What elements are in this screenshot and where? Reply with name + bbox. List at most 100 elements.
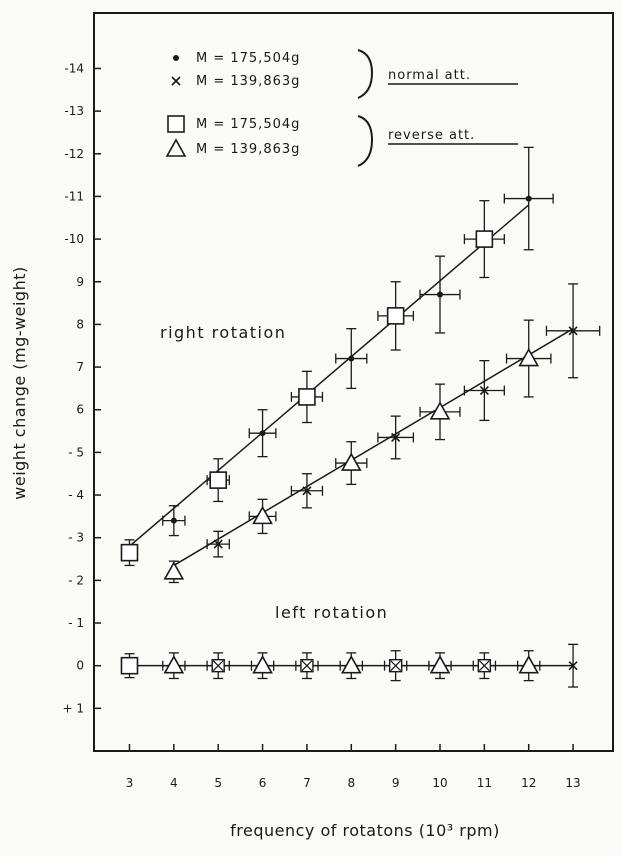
y-tick-label: -11: [64, 189, 84, 203]
marker-square: [120, 656, 139, 675]
marker-triangle: [518, 655, 540, 674]
marker-triangle-shape: [340, 452, 362, 471]
x-tick-label: 5: [214, 776, 222, 790]
marker-dot-shape: [170, 517, 177, 524]
y-tick-label: + 1: [62, 701, 84, 715]
fit-lines: [128, 204, 574, 667]
marker-square-shape: [120, 656, 139, 675]
marker-triangle: [340, 452, 362, 471]
marker-square: [475, 230, 494, 248]
x-axis-label: frequency of rotatons (10³ rpm): [230, 821, 500, 840]
y-tick-label: 0: [76, 659, 84, 673]
marker-dot: [437, 291, 443, 298]
marker-triangle-shape: [252, 505, 273, 525]
marker-square-x: [388, 658, 403, 673]
legend-entry-label: M = 175,504g: [196, 117, 300, 132]
marker-triangle: [252, 505, 273, 525]
marker-cross-shape: [568, 326, 578, 336]
y-axis-ticks: + 1 0 - 1 - 2 - 3 - 4 - 5 6 7 8 9 -10 -11 -12 -13 -14: [62, 61, 101, 715]
marker-cross: [568, 661, 578, 671]
x-tick-label: 7: [303, 776, 311, 790]
marker-triangle: [163, 561, 185, 580]
legend: M = 175,504g M = 139,863g M = 175,504g M = …: [165, 49, 518, 167]
marker-cross-shape: [568, 661, 578, 671]
marker-cross-shape: [171, 76, 181, 86]
fit-line: [173, 328, 574, 567]
marker-triangle: [340, 655, 362, 674]
marker-dot: [173, 55, 179, 61]
y-tick-label: 8: [76, 317, 84, 331]
legend-brace: [357, 49, 374, 99]
legend-entry-label: M = 175,504g: [196, 51, 300, 66]
marker-dot-shape: [259, 430, 266, 437]
plot-frame: [93, 12, 614, 752]
marker-triangle-shape: [518, 347, 540, 367]
legend-entry-label: M = 139,863g: [196, 142, 300, 157]
marker-square: [209, 471, 228, 489]
y-tick-label: - 2: [68, 573, 84, 587]
legend-entry-label: M = 139,863g: [196, 74, 300, 89]
marker-triangle: [252, 655, 273, 674]
y-tick-label: -14: [64, 61, 84, 75]
y-axis-label: weight change (mg-weight): [10, 266, 29, 499]
y-tick-label: - 5: [68, 445, 84, 459]
marker-cross-shape: [301, 660, 313, 672]
marker-cross-shape: [302, 486, 312, 496]
marker-triangle: [429, 401, 451, 420]
fit-line: [128, 204, 530, 547]
marker-square-shape: [475, 230, 494, 248]
marker-square-shape: [120, 543, 139, 562]
x-axis-ticks: 3 4 5 6 7 8 9 10 11 12 13: [126, 744, 581, 790]
marker-square-shape: [209, 471, 228, 489]
marker-triangle-shape: [163, 561, 185, 580]
marker-dot: [259, 430, 266, 437]
markers: [120, 195, 578, 675]
marker-triangle: [429, 655, 451, 674]
marker-cross: [171, 76, 181, 86]
x-tick-label: 8: [347, 776, 355, 790]
legend-group-reverse: reverse att.: [388, 128, 475, 143]
x-tick-label: 10: [432, 776, 447, 790]
marker-triangle-shape: [340, 655, 362, 674]
marker-cross: [302, 486, 312, 496]
marker-square-x: [211, 658, 225, 673]
marker-triangle-shape: [252, 655, 273, 674]
y-tick-label: 7: [76, 360, 84, 374]
legend-brace: [357, 115, 374, 167]
marker-cross-shape: [478, 660, 490, 672]
x-tick-label: 3: [126, 776, 134, 790]
marker-cross-shape: [391, 432, 401, 443]
marker-square: [167, 115, 185, 133]
marker-triangle-shape: [518, 655, 540, 674]
marker-square-x: [300, 658, 314, 673]
marker-square-shape: [298, 388, 316, 406]
marker-triangle: [163, 655, 185, 674]
x-tick-label: 13: [565, 776, 580, 790]
marker-square: [386, 307, 405, 325]
marker-square-shape: [167, 115, 185, 133]
marker-dot-shape: [173, 55, 179, 61]
marker-square-x: [477, 658, 492, 673]
marker-cross: [391, 432, 401, 443]
y-tick-label: - 3: [68, 531, 84, 545]
marker-square: [120, 543, 139, 562]
legend-group-normal: normal att.: [388, 68, 471, 83]
x-tick-label: 4: [170, 776, 178, 790]
y-tick-label: -13: [64, 104, 84, 118]
marker-triangle-shape: [429, 655, 451, 674]
y-tick-label: 9: [76, 275, 84, 289]
marker-triangle-shape: [165, 138, 187, 157]
marker-dot: [348, 355, 355, 362]
marker-triangle: [518, 347, 540, 367]
marker-cross-shape: [212, 660, 224, 672]
marker-dot-shape: [348, 355, 355, 362]
marker-cross: [479, 385, 489, 396]
marker-triangle-shape: [429, 401, 451, 420]
marker-square: [298, 388, 316, 406]
marker-cross-shape: [479, 385, 489, 396]
x-tick-label: 12: [521, 776, 536, 790]
y-tick-label: - 1: [68, 616, 84, 630]
marker-dot-shape: [525, 195, 532, 202]
x-tick-label: 6: [259, 776, 267, 790]
y-tick-label: -12: [64, 147, 84, 161]
